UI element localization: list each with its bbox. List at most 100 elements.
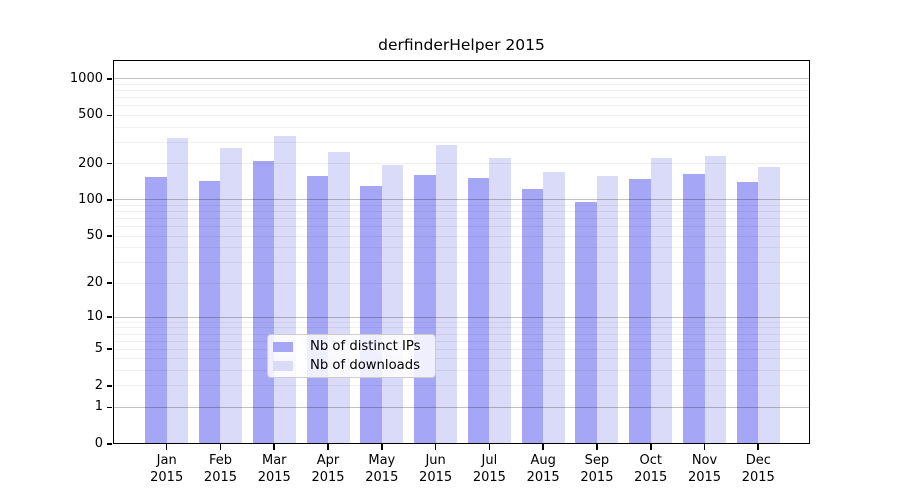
x-tick-label-year-may: 2015 — [365, 469, 399, 485]
y-tick-50 — [107, 235, 112, 237]
x-tick-jun — [434, 444, 437, 450]
gridline-minor-5 — [113, 348, 810, 350]
bar-distinct-ips-aug — [521, 189, 544, 444]
y-tick-label-50: 50 — [86, 228, 103, 244]
bar-downloads-mar — [274, 136, 296, 444]
x-tick-label-month-dec: Dec — [745, 453, 771, 468]
y-tick-10 — [107, 316, 112, 319]
x-tick-label-month-apr: Apr — [316, 453, 340, 468]
bar-downloads-oct — [650, 158, 673, 444]
x-tick-apr — [327, 444, 329, 450]
x-tick-label-month-jan: Jan — [156, 453, 177, 468]
gridline-minor-6 — [113, 340, 810, 342]
x-tick-label-month-feb: Feb — [208, 453, 232, 468]
bar-downloads-may — [381, 165, 404, 444]
bar-distinct-ips-jun — [414, 175, 436, 444]
x-tick-jan — [165, 444, 168, 450]
x-tick-label-year-mar: 2015 — [257, 469, 291, 485]
x-tick-label-mar: Mar 2015 — [246, 453, 302, 486]
x-tick-label-year-dec: 2015 — [741, 469, 775, 485]
bar-downloads-dec — [758, 167, 780, 444]
bar-distinct-ips-dec — [736, 181, 759, 444]
gridline-major-1000 — [113, 78, 810, 80]
x-tick-label-month-jul: Jul — [481, 453, 498, 468]
bar-distinct-ips-apr — [306, 175, 329, 444]
x-tick-label-year-sep: 2015 — [580, 469, 614, 485]
legend-label-downloads: Nb of downloads — [310, 358, 420, 373]
legend-swatch-downloads — [273, 360, 293, 371]
x-tick-oct — [649, 444, 652, 450]
chart-title: derfinderHelper 2015 — [378, 36, 545, 54]
bar-downloads-aug — [543, 172, 565, 444]
bar-distinct-ips-feb — [198, 181, 221, 444]
plot-area — [113, 60, 810, 444]
gridline-minor-9 — [113, 321, 810, 323]
x-tick-label-year-nov: 2015 — [687, 469, 722, 485]
gridline-minor-20 — [113, 282, 810, 284]
legend-label-distinct-ips: Nb of distinct IPs — [310, 339, 421, 354]
y-tick-500 — [107, 114, 112, 117]
x-tick-jul — [488, 444, 491, 450]
y-tick-0 — [107, 443, 112, 445]
gridline-minor-4 — [113, 358, 810, 360]
gridline-minor-2 — [113, 385, 810, 387]
gridline-minor-600 — [113, 105, 810, 107]
bar-downloads-jan — [166, 137, 189, 444]
y-tick-label-2: 2 — [94, 377, 103, 393]
bar-downloads-apr — [328, 152, 350, 444]
y-tick-label-1000: 1000 — [69, 70, 103, 86]
y-tick-label-100: 100 — [78, 191, 103, 207]
gridline-minor-200 — [113, 163, 810, 165]
bar-downloads-feb — [220, 148, 242, 444]
x-tick-sep — [596, 444, 598, 450]
bar-distinct-ips-sep — [575, 202, 597, 444]
y-tick-1000 — [107, 77, 112, 80]
x-tick-label-year-feb: 2015 — [203, 469, 238, 485]
x-tick-label-jan: Jan 2015 — [139, 453, 195, 486]
legend-item-downloads: Nb of downloads — [273, 356, 435, 375]
x-tick-label-month-may: May — [368, 453, 396, 468]
gridline-minor-8 — [113, 327, 810, 329]
x-tick-label-jun: Jun 2015 — [408, 453, 464, 486]
bar-distinct-ips-jul — [467, 177, 490, 444]
gridline-minor-300 — [113, 141, 810, 143]
x-tick-label-apr: Apr 2015 — [300, 453, 356, 486]
y-tick-5 — [107, 348, 112, 351]
x-tick-label-feb: Feb 2015 — [192, 453, 248, 486]
x-tick-label-year-oct: 2015 — [634, 469, 668, 485]
gridline-minor-900 — [113, 83, 810, 85]
gridline-minor-400 — [113, 126, 810, 128]
x-tick-label-month-nov: Nov — [691, 453, 718, 468]
x-tick-label-oct: Oct 2015 — [623, 453, 679, 486]
gridline-minor-30 — [113, 261, 810, 263]
gridline-minor-500 — [113, 114, 810, 116]
x-tick-label-nov: Nov 2015 — [677, 453, 733, 486]
y-tick-label-0: 0 — [94, 436, 103, 451]
gridline-minor-90 — [113, 205, 810, 206]
bar-downloads-jun — [435, 144, 458, 444]
gridline-minor-40 — [113, 247, 810, 249]
legend-swatch-distinct-ips — [273, 341, 293, 352]
x-tick-feb — [219, 444, 222, 450]
bar-distinct-ips-nov — [683, 174, 705, 444]
x-tick-label-month-mar: Mar — [261, 453, 287, 468]
x-tick-label-year-jan: 2015 — [150, 469, 184, 485]
x-tick-label-dec: Dec 2015 — [730, 453, 786, 486]
x-tick-label-month-sep: Sep — [584, 453, 610, 468]
x-tick-label-may: May 2015 — [354, 453, 410, 486]
bar-distinct-ips-jan — [145, 177, 167, 444]
x-tick-label-year-jun: 2015 — [419, 469, 453, 485]
gridline-minor-50 — [113, 235, 810, 237]
x-tick-may — [381, 444, 383, 450]
y-tick-label-1: 1 — [94, 399, 103, 415]
gridline-minor-3 — [113, 370, 810, 372]
x-tick-nov — [703, 444, 706, 450]
gridline-minor-80 — [113, 211, 810, 213]
legend: Nb of distinct IPs Nb of downloads — [267, 334, 436, 378]
x-tick-dec — [757, 444, 760, 450]
x-tick-label-month-jun: Jun — [425, 453, 446, 468]
x-tick-label-year-jul: 2015 — [472, 469, 506, 485]
x-tick-label-month-aug: Aug — [530, 453, 556, 468]
gridline-major-10 — [113, 316, 810, 318]
